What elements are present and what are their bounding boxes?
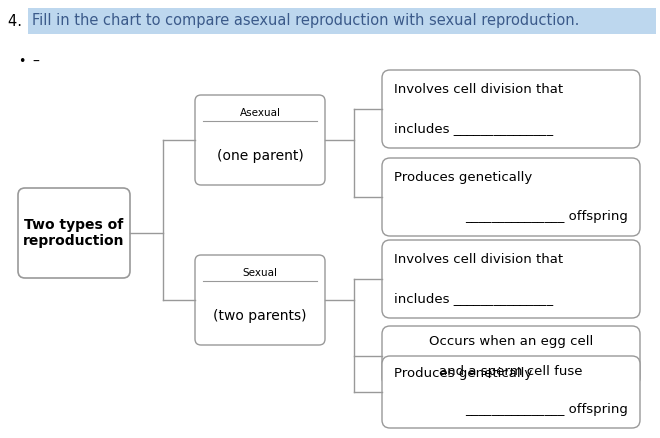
Text: includes _______________: includes _______________ (394, 122, 553, 135)
Text: _______________ offspring: _______________ offspring (465, 403, 628, 417)
Text: Involves cell division that: Involves cell division that (394, 253, 563, 266)
Text: –: – (32, 55, 39, 69)
Text: Asexual: Asexual (240, 108, 280, 118)
Text: (two parents): (two parents) (213, 309, 307, 323)
Text: •: • (18, 56, 25, 68)
Text: 4.: 4. (8, 14, 26, 28)
FancyBboxPatch shape (382, 70, 640, 148)
Text: Produces genetically: Produces genetically (394, 171, 532, 184)
FancyBboxPatch shape (382, 326, 640, 386)
Text: (one parent): (one parent) (216, 149, 304, 163)
FancyBboxPatch shape (18, 188, 130, 278)
Text: _______________ offspring: _______________ offspring (465, 210, 628, 223)
FancyBboxPatch shape (382, 356, 640, 428)
FancyBboxPatch shape (382, 158, 640, 236)
FancyBboxPatch shape (195, 255, 325, 345)
FancyBboxPatch shape (382, 240, 640, 318)
Text: includes _______________: includes _______________ (394, 292, 553, 305)
Text: Sexual: Sexual (242, 268, 277, 278)
Text: Involves cell division that: Involves cell division that (394, 83, 563, 96)
FancyBboxPatch shape (195, 95, 325, 185)
FancyBboxPatch shape (28, 8, 656, 34)
Text: Occurs when an egg cell: Occurs when an egg cell (429, 335, 593, 347)
Text: and a sperm cell fuse: and a sperm cell fuse (440, 364, 583, 378)
Text: Produces genetically: Produces genetically (394, 367, 532, 381)
Text: Two types of
reproduction: Two types of reproduction (23, 218, 125, 248)
Text: Fill in the chart to compare asexual reproduction with sexual reproduction.: Fill in the chart to compare asexual rep… (32, 14, 579, 28)
